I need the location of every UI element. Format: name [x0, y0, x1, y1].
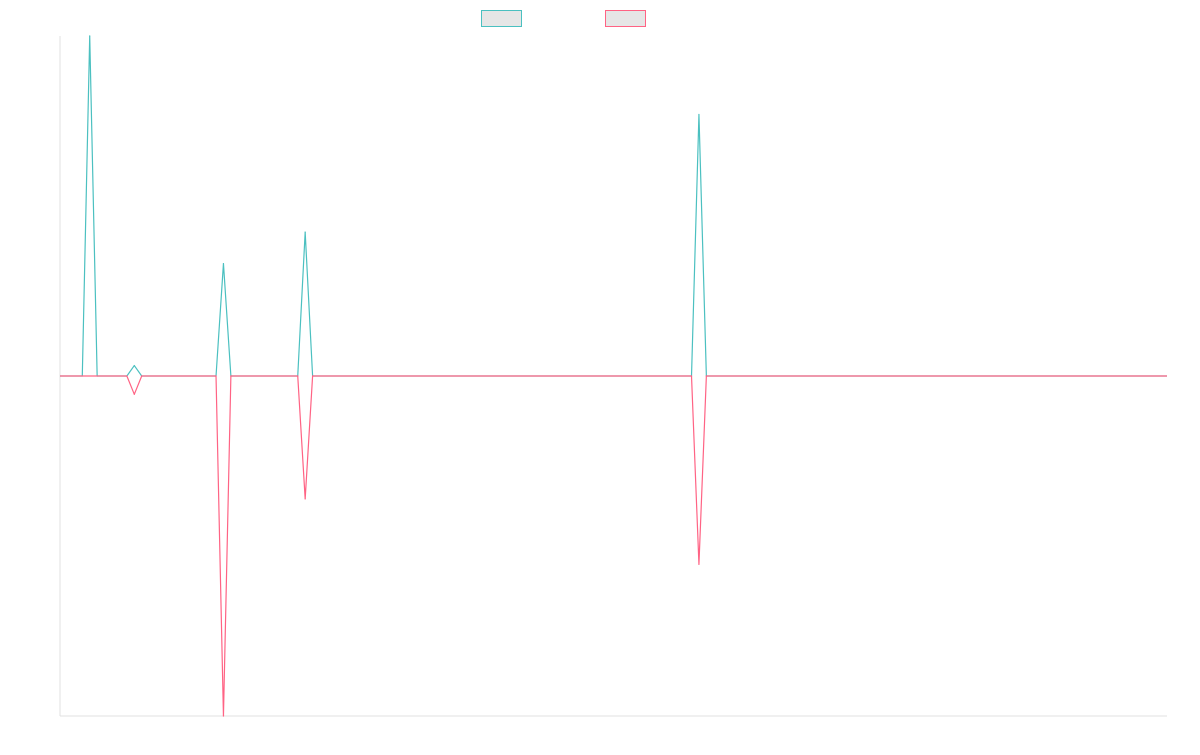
data-point-s2-11	[698, 563, 700, 565]
data-point-s2-9	[312, 375, 314, 377]
data-point-s1-5	[133, 364, 135, 367]
data-point-s1-2	[89, 35, 91, 37]
series-line-2	[60, 375, 1167, 717]
data-point-s2-4	[215, 375, 217, 377]
data-point-s2-8	[304, 498, 306, 500]
data-point-s2-1	[126, 375, 128, 377]
plot-series	[60, 35, 1167, 717]
data-point-s2-12	[705, 375, 707, 377]
data-point-s2-5	[222, 715, 225, 717]
data-point-s2-7	[297, 375, 299, 377]
data-point-s2-3	[141, 375, 143, 377]
data-point-s2-2	[133, 393, 135, 395]
legend	[481, 10, 646, 27]
series-line-1	[60, 35, 1167, 377]
data-point-s1-8	[222, 262, 225, 265]
legend-swatch-1[interactable]	[481, 10, 522, 27]
legend-swatch-2[interactable]	[605, 10, 646, 27]
data-point-s2-10	[690, 375, 693, 377]
data-point-s1-11	[304, 231, 306, 233]
data-point-s1-14	[698, 113, 700, 116]
data-point-s2-6	[230, 375, 232, 377]
